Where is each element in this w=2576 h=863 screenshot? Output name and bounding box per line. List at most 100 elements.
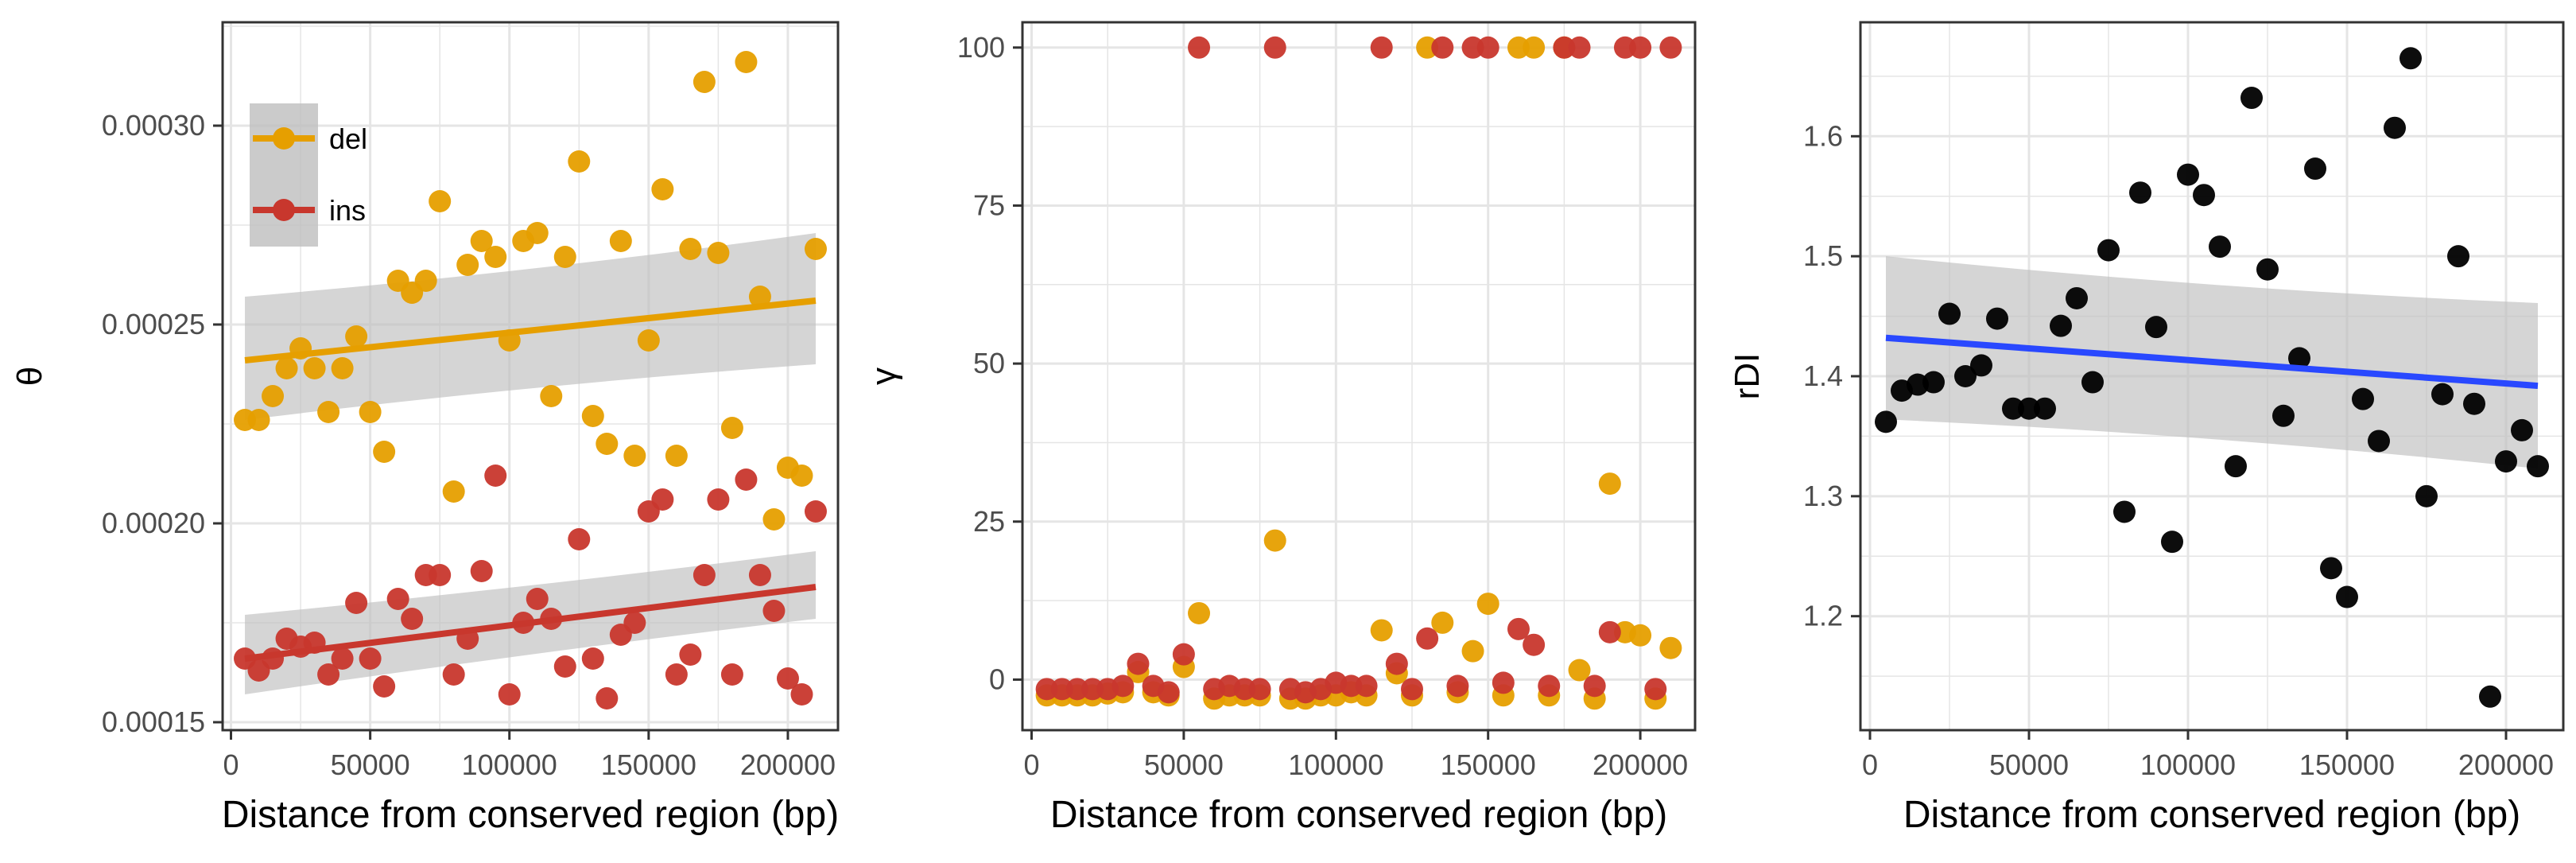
data-point-ins (1157, 681, 1180, 704)
data-point-ins (623, 612, 646, 634)
data-point-ins (498, 683, 521, 706)
x-tick-label: 50000 (331, 748, 410, 781)
chart-panel-1: 0 50000 100000 150000 200000 0.00015 0.00020 0.… (10, 21, 840, 836)
data-point-ins (720, 663, 743, 686)
data-point-del (1507, 36, 1530, 59)
legend-marker-del (273, 127, 295, 150)
data-point-del (442, 480, 465, 503)
data-point-ins (1613, 36, 1636, 59)
data-point-rDI (2050, 314, 2072, 337)
data-point-ins (1233, 678, 1256, 701)
data-point-del (692, 71, 716, 93)
data-point-ins (359, 647, 382, 670)
data-point-del (1598, 472, 1621, 496)
data-point-ins (1111, 674, 1135, 698)
data-point-rDI (2368, 430, 2390, 453)
data-point-del (247, 409, 270, 431)
data-point-rDI (2384, 116, 2406, 139)
data-point-del (804, 238, 827, 260)
data-point-del (414, 270, 437, 292)
data-point-ins (401, 608, 424, 630)
data-point-del (317, 401, 340, 423)
panel-border (221, 21, 840, 732)
data-point-rDI (2002, 397, 2024, 420)
data-point-rDI (2495, 450, 2517, 473)
data-point-rDI (2161, 531, 2183, 554)
chart-panel-3: 0 50000 100000 150000 200000 1.2 1.3 1.4 1.5 1.6 D… (1728, 21, 2565, 836)
x-tick-label: 100000 (1288, 748, 1383, 781)
data-point-del (1629, 624, 1652, 647)
x-tick-label: 150000 (601, 748, 696, 781)
legend-label-del: del (329, 122, 367, 155)
data-point-del (665, 445, 688, 467)
data-point-del (748, 286, 771, 308)
data-point-del (790, 465, 813, 487)
y-tick-label: 0.00020 (102, 507, 205, 539)
data-point-del (1461, 639, 1484, 663)
data-point-del (623, 445, 646, 467)
data-point-ins (1400, 678, 1423, 701)
data-point-ins (1263, 36, 1286, 59)
y-tick-label: 0.00025 (102, 308, 205, 340)
y-tick-label: 0.00015 (102, 706, 205, 738)
data-point-rDI (1875, 410, 1897, 433)
data-point-ins (1370, 36, 1393, 59)
data-point-ins (345, 592, 368, 614)
x-tick-label: 0 (1862, 748, 1878, 781)
data-point-ins (804, 500, 827, 523)
data-point-del (679, 238, 702, 260)
x-tick-label: 100000 (462, 748, 557, 781)
data-point-del (1568, 659, 1591, 682)
data-point-ins (692, 564, 716, 586)
data-point-ins (1188, 36, 1211, 59)
data-point-ins (1644, 678, 1667, 701)
y-tick-label: 1.4 (1803, 360, 1843, 392)
data-point-ins (526, 588, 549, 610)
gridlines (1022, 22, 1695, 730)
data-point-ins (1340, 674, 1363, 698)
data-point-del (568, 150, 591, 173)
data-point-ins (1461, 36, 1484, 59)
data-point-del (526, 222, 549, 244)
y-tick-label: 1.2 (1803, 600, 1843, 632)
data-point-rDI (2256, 258, 2279, 281)
fit-line-ins (244, 584, 817, 662)
data-point-del (456, 254, 479, 276)
fit-line-rDI (1885, 334, 2539, 390)
data-point-rDI (1922, 371, 1945, 394)
data-point-ins (317, 663, 340, 686)
data-point-ins (1385, 652, 1408, 675)
y-axis-label: γ (864, 367, 903, 385)
data-point-ins (1523, 633, 1546, 656)
data-point-ins (707, 488, 730, 511)
data-point-rDI (2272, 404, 2295, 427)
y-axis-label: θ (10, 367, 49, 386)
data-point-del (275, 357, 298, 379)
data-point-rDI (2145, 316, 2167, 339)
series-ins-points (234, 465, 827, 709)
data-point-ins (386, 588, 409, 610)
data-point-rDI (2193, 184, 2215, 207)
data-point-rDI (2066, 286, 2088, 309)
data-point-ins (1598, 620, 1621, 643)
data-point-ins (1050, 678, 1073, 701)
data-point-rDI (2034, 397, 2056, 420)
data-point-rDI (2081, 371, 2104, 394)
x-axis-label: Distance from conserved region (bp) (222, 794, 839, 836)
data-point-del (484, 246, 507, 268)
data-point-ins (1492, 671, 1515, 694)
data-point-rDI (2097, 239, 2120, 262)
data-point-del (637, 329, 660, 352)
data-point-rDI (2240, 87, 2263, 110)
data-point-rDI (2113, 500, 2136, 523)
data-point-rDI (2511, 418, 2533, 441)
data-point-ins (429, 564, 452, 586)
series-del-points (1035, 36, 1682, 710)
series-ins-points (1035, 36, 1682, 704)
x-tick-label: 0 (223, 748, 239, 781)
data-point-ins (1081, 678, 1104, 701)
data-point-del (359, 401, 382, 423)
data-point-ins (748, 564, 771, 586)
data-point-del (1659, 636, 1682, 659)
